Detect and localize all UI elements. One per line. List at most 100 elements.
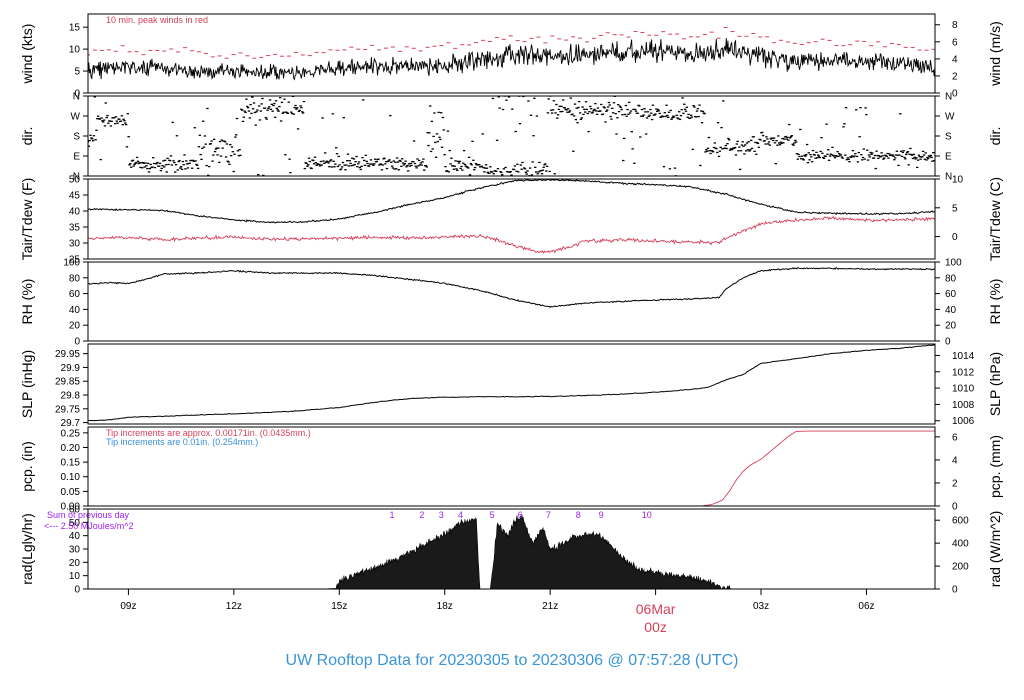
y-tick-label: S [73, 132, 80, 143]
wind-line [88, 38, 935, 81]
y-tick-label: 29.95 [55, 349, 80, 360]
right-y-axis-label: rad (W/m^2) [987, 511, 1003, 588]
x-tick-label: 15z [331, 601, 347, 612]
right-y-tick-label: 20 [945, 321, 957, 332]
x-tick-label: 21z [542, 601, 558, 612]
right-y-axis-label: RH (%) [987, 279, 1003, 325]
panel-frame [87, 508, 936, 590]
right-y-tick-label: 0 [952, 502, 958, 513]
panel-frame [87, 343, 936, 425]
x-tick-label: 18z [437, 601, 453, 612]
series-line-RH [88, 267, 935, 308]
right-y-tick-label: 6 [952, 432, 958, 443]
time-axis: 09z 12z 15z 18z 21z 06Mar 00z 03z 06z [120, 589, 875, 635]
right-y-tick-label: 1008 [952, 400, 975, 411]
right-y-axis-label: wind (m/s) [987, 21, 1003, 87]
right-y-tick-label: 600 [952, 516, 969, 527]
right-y-tick-label: 40 [945, 305, 957, 316]
precip-note: Tip increments are 0.01in. (0.254mm.) [106, 437, 258, 447]
precip-note: Tip increments are approx. 0.00171in. (0… [106, 428, 311, 438]
y-tick-label: 80 [69, 273, 81, 284]
y-tick-label: 29.7 [61, 418, 81, 429]
right-y-tick-label: N [945, 92, 952, 103]
hour-marker: 1 [389, 510, 394, 520]
x-date-label: 06Mar [636, 601, 676, 617]
panel-frame [87, 426, 936, 507]
plot-area-direction [88, 96, 935, 176]
y-tick-label: 0.25 [61, 428, 81, 439]
y-axis-label: wind (kts) [19, 24, 35, 85]
y-tick-label: 40 [69, 305, 81, 316]
right-y-tick-label: S [945, 132, 952, 143]
y-axis-label: RH (%) [19, 279, 35, 325]
right-y-tick-label: 200 [952, 562, 969, 573]
y-tick-label: 40 [69, 207, 81, 218]
panel-temperature: 25 30 35 40 45 50 0 5 10 Tair/Tdew (F) Tair/Tdew (… [19, 175, 1003, 266]
radiation-sum-value: <--- 2.50 MJoules/m^2 [44, 521, 134, 531]
panel-frame [87, 13, 936, 94]
hour-marker: 8 [576, 510, 581, 520]
plot-area-radiation [88, 514, 935, 589]
right-y-tick-label: 400 [952, 539, 969, 550]
right-y-tick-label: 1012 [952, 367, 975, 378]
y-tick-label: 25 [69, 255, 81, 266]
series-line-Tdew [88, 216, 935, 254]
y-tick-label: 29.75 [55, 404, 80, 415]
y-tick-label: N [73, 172, 80, 183]
y-tick-label: 50 [69, 175, 81, 186]
right-y-tick-label: 2 [952, 71, 958, 82]
hour-marker: 6 [518, 510, 523, 520]
y-tick-label: 60 [69, 289, 81, 300]
x-tick-label: 03z [753, 601, 769, 612]
y-axis-label: dir. [19, 127, 35, 146]
plot-area-temperature [88, 179, 935, 254]
x-date-label-hour: 00z [644, 619, 667, 635]
y-tick-label: 45 [69, 191, 81, 202]
series-line-pcp [88, 430, 935, 506]
right-y-tick-label: 0 [952, 89, 958, 100]
right-y-axis-label: pcp. (mm) [987, 435, 1003, 498]
y-tick-label: 0.15 [61, 458, 81, 469]
hour-marker: 2 [419, 510, 424, 520]
right-y-tick-label: 80 [945, 273, 957, 284]
y-tick-label: 10 [69, 571, 81, 582]
right-y-tick-label: 60 [945, 289, 957, 300]
y-tick-label: 35 [69, 223, 81, 234]
panel-precipitation: 0.00 0.05 0.10 0.15 0.20 0.25 0 2 4 6 pcp. (in) pcp… [19, 426, 1003, 513]
y-tick-label: 0.20 [61, 443, 81, 454]
right-y-axis-label: SLP (hPa) [987, 352, 1003, 416]
right-y-tick-label: 8 [952, 20, 958, 31]
right-y-tick-label: 0 [952, 585, 958, 596]
right-y-tick-label: 0 [952, 232, 958, 243]
y-tick-label: N [73, 92, 80, 103]
y-tick-label: 20 [69, 321, 81, 332]
right-y-tick-label: 1010 [952, 384, 975, 395]
y-tick-label: 10 [69, 45, 81, 56]
y-tick-label: 29.85 [55, 377, 80, 388]
panel-frame [87, 95, 936, 177]
right-y-tick-label: 4 [952, 455, 958, 466]
plot-area-precipitation [88, 430, 935, 506]
right-y-tick-label: 6 [952, 37, 958, 48]
right-y-tick-label: 4 [952, 54, 958, 65]
right-y-tick-label: N [945, 172, 952, 183]
panel-pressure: 29.7 29.75 29.8 29.85 29.9 29.95 1006 1008 1010 1… [19, 343, 1003, 429]
chart-title: UW Rooftop Data for 20230305 to 20230306… [286, 652, 739, 669]
y-tick-label: 0 [74, 585, 80, 596]
x-tick-label: 06z [858, 601, 874, 612]
y-tick-label: 0 [74, 89, 80, 100]
y-tick-label: 0.10 [61, 472, 81, 483]
right-y-axis-label: Tair/Tdew (C) [987, 177, 1003, 261]
y-tick-label: W [71, 112, 81, 123]
y-tick-label: 30 [69, 239, 81, 250]
panel-wind: 0 5 10 15 0 2 4 6 8 wind (kts) wind (m/s) 10 min. p… [19, 13, 1003, 100]
y-tick-label: 20 [69, 558, 81, 569]
plot-area-pressure [88, 344, 935, 422]
hour-marker: 9 [599, 510, 604, 520]
y-tick-label: 100 [63, 258, 80, 269]
panel-relative_humidity: 0 20 40 60 80 100 0 20 40 60 80 100 RH (%) RH (%) [19, 258, 1003, 348]
y-tick-label: 0 [74, 337, 80, 348]
